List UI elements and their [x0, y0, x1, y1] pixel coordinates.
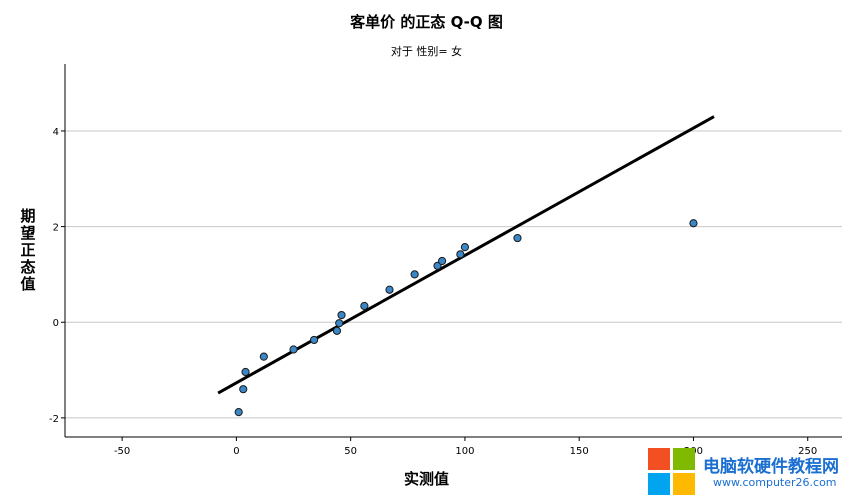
watermark-url: www.computer26.com [713, 476, 837, 489]
data-point [309, 335, 319, 345]
data-point [689, 219, 698, 228]
x-tick-label: 150 [570, 446, 589, 457]
data-point [337, 310, 346, 320]
data-point [241, 367, 250, 377]
data-point [460, 243, 470, 252]
x-tick-label: 50 [344, 446, 357, 457]
data-point [332, 326, 342, 335]
data-point [410, 270, 419, 279]
chart-subtitle: 对于 性别= 女 [390, 45, 463, 58]
y-axis-label: 期望正态值 [20, 207, 36, 293]
data-point [513, 233, 522, 243]
data-point [385, 285, 394, 294]
data-point [335, 319, 344, 328]
chart-title: 客单价 的正态 Q-Q 图 [350, 13, 503, 31]
y-tick-label: 4 [53, 127, 59, 138]
x-axis-label: 实测值 [403, 470, 449, 488]
data-point [259, 352, 268, 361]
y-tick-label: 2 [53, 223, 59, 234]
data-point [234, 408, 243, 417]
reference-line [217, 115, 715, 395]
data-point [437, 256, 447, 266]
x-tick-label: 0 [233, 446, 239, 457]
watermark-logo [648, 448, 696, 496]
data-point [289, 345, 298, 354]
y-tick-label: -2 [49, 414, 59, 425]
y-tick-label: 0 [53, 318, 59, 329]
data-point [239, 385, 248, 394]
x-tick-label: 250 [798, 446, 817, 457]
watermark-text: 电脑软硬件教程网 [703, 457, 839, 477]
x-tick-label: -50 [114, 446, 130, 457]
data-point [456, 250, 465, 259]
x-tick-label: 100 [455, 446, 474, 457]
data-point [360, 301, 369, 311]
